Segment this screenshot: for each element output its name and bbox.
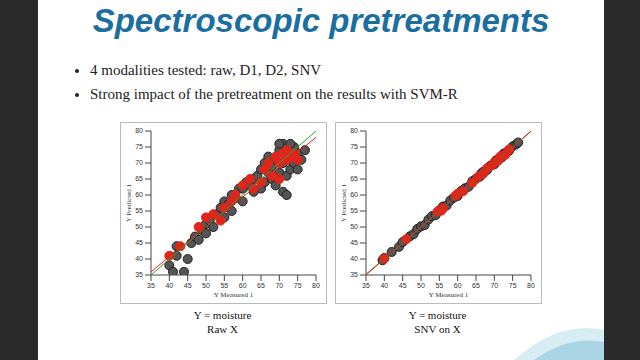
svg-text:65: 65	[257, 282, 265, 289]
html-text:4 modalities tested: raw, D1,: 4 modalities tested: raw, D1, D2, SNV	[90, 62, 322, 78]
svg-text:50: 50	[135, 223, 143, 230]
svg-text:80: 80	[527, 282, 535, 289]
svg-text:40: 40	[165, 282, 173, 289]
html-text:Spectroscopic pretreatments: Spectroscopic pretreatments	[92, 2, 550, 39]
svg-text:50: 50	[202, 282, 210, 289]
svg-text:75: 75	[350, 143, 358, 150]
html-text:Y = moisture: Y = moisture	[193, 309, 252, 321]
svg-text:40: 40	[135, 255, 143, 262]
svg-text:45: 45	[135, 239, 143, 246]
svg-text:70: 70	[490, 282, 498, 289]
svg-text:60: 60	[350, 191, 358, 198]
svg-text:70: 70	[350, 159, 358, 166]
svg-text:45: 45	[399, 282, 407, 289]
svg-text:35: 35	[362, 282, 370, 289]
svg-text:40: 40	[380, 282, 388, 289]
svg-text:75: 75	[294, 282, 302, 289]
svg-text:55: 55	[435, 282, 443, 289]
svg-text:35: 35	[135, 271, 143, 278]
svg-text:45: 45	[184, 282, 192, 289]
svg-text:55: 55	[220, 282, 228, 289]
svg-text:75: 75	[509, 282, 517, 289]
svg-text:60: 60	[454, 282, 462, 289]
svg-text:35: 35	[147, 282, 155, 289]
svg-text:70: 70	[275, 282, 283, 289]
svg-text:Y Predicted 1: Y Predicted 1	[125, 183, 133, 222]
svg-text:55: 55	[135, 207, 143, 214]
svg-text:65: 65	[472, 282, 480, 289]
svg-text:55: 55	[350, 207, 358, 214]
html-text:Raw X: Raw X	[207, 323, 238, 335]
svg-text:35: 35	[350, 271, 358, 278]
svg-text:65: 65	[135, 175, 143, 182]
svg-text:45: 45	[350, 239, 358, 246]
svg-text:40: 40	[350, 255, 358, 262]
svg-text:75: 75	[135, 143, 143, 150]
svg-text:60: 60	[135, 191, 143, 198]
svg-text:70: 70	[135, 159, 143, 166]
svg-text:Y Measured 1: Y Measured 1	[429, 291, 469, 299]
html-text:Y = moisture: Y = moisture	[408, 309, 467, 321]
svg-text:60: 60	[239, 282, 247, 289]
svg-text:50: 50	[350, 223, 358, 230]
html-text:SNV on X: SNV on X	[414, 323, 461, 335]
html-text:Strong impact of the pretreatm: Strong impact of the pretreatment on the…	[90, 86, 458, 102]
svg-text:80: 80	[350, 127, 358, 134]
svg-text:80: 80	[312, 282, 320, 289]
svg-text:65: 65	[350, 175, 358, 182]
svg-text:Y Measured 1: Y Measured 1	[214, 291, 254, 299]
svg-text:Y Predicted 1: Y Predicted 1	[340, 183, 348, 222]
svg-text:50: 50	[417, 282, 425, 289]
svg-text:80: 80	[135, 127, 143, 134]
